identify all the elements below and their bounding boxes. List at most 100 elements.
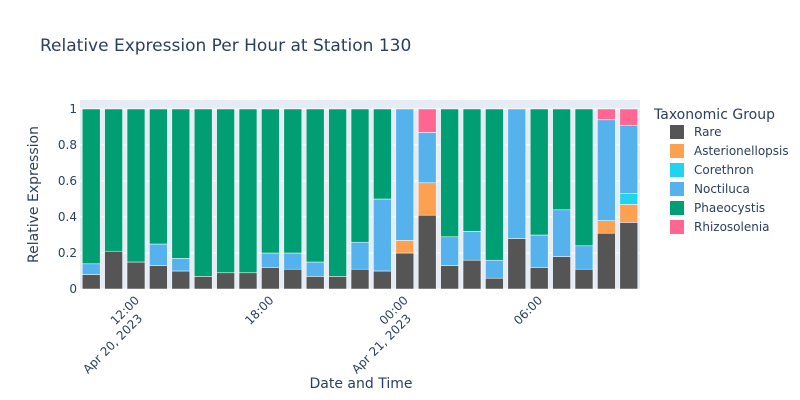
bar-segment[interactable] — [126, 108, 146, 263]
bar-stack[interactable] — [597, 108, 616, 290]
bar-segment[interactable] — [440, 265, 459, 290]
bar-stack[interactable] — [126, 108, 146, 290]
bar-segment[interactable] — [485, 108, 504, 261]
bar-segment[interactable] — [171, 108, 191, 259]
legend-item[interactable]: Noctiluca — [670, 182, 750, 196]
bar-segment[interactable] — [328, 276, 347, 290]
bar-segment[interactable] — [440, 236, 459, 266]
bar-stack[interactable] — [507, 108, 527, 290]
bar-segment[interactable] — [216, 272, 235, 290]
bar-segment[interactable] — [373, 270, 392, 290]
bar-segment[interactable] — [238, 108, 258, 274]
bar-stack[interactable] — [261, 108, 280, 290]
bar-segment[interactable] — [81, 108, 101, 265]
bar-stack[interactable] — [350, 108, 370, 290]
bar-stack[interactable] — [417, 108, 437, 290]
bar-segment[interactable] — [552, 209, 571, 257]
bar-segment[interactable] — [507, 108, 527, 239]
bar-stack[interactable] — [552, 108, 571, 290]
bar-segment[interactable] — [462, 231, 482, 261]
bar-segment[interactable] — [126, 261, 146, 290]
bar-segment[interactable] — [238, 272, 258, 290]
bar-stack[interactable] — [238, 108, 258, 290]
legend-item[interactable]: Phaeocystis — [670, 201, 765, 215]
bar-stack[interactable] — [462, 108, 482, 290]
bar-segment[interactable] — [574, 268, 594, 290]
bar-segment[interactable] — [171, 258, 191, 272]
bar-segment[interactable] — [597, 119, 616, 221]
bar-segment[interactable] — [462, 259, 482, 290]
bar-stack[interactable] — [440, 108, 459, 290]
bar-stack[interactable] — [193, 108, 213, 290]
bar-stack[interactable] — [328, 108, 347, 290]
bar-stack[interactable] — [373, 108, 392, 290]
bar-segment[interactable] — [373, 108, 392, 200]
bar-segment[interactable] — [552, 108, 571, 211]
bar-segment[interactable] — [529, 267, 549, 290]
bar-stack[interactable] — [171, 108, 191, 290]
bar-segment[interactable] — [283, 108, 303, 254]
legend-item[interactable]: Rare — [670, 125, 721, 139]
bar-segment[interactable] — [462, 108, 482, 232]
bar-segment[interactable] — [619, 204, 639, 223]
bar-segment[interactable] — [417, 108, 437, 133]
bar-segment[interactable] — [619, 193, 639, 205]
bar-segment[interactable] — [261, 252, 280, 268]
bar-segment[interactable] — [417, 182, 437, 216]
bar-stack[interactable] — [395, 108, 415, 290]
bar-segment[interactable] — [305, 276, 325, 290]
bar-stack[interactable] — [485, 108, 504, 290]
bar-segment[interactable] — [350, 268, 370, 290]
bar-stack[interactable] — [619, 108, 639, 290]
bar-segment[interactable] — [395, 108, 415, 241]
bar-segment[interactable] — [171, 270, 191, 290]
bar-stack[interactable] — [216, 108, 235, 290]
bar-segment[interactable] — [81, 274, 101, 290]
bar-segment[interactable] — [574, 108, 594, 247]
bar-segment[interactable] — [440, 108, 459, 238]
bar-stack[interactable] — [529, 108, 549, 290]
bar-segment[interactable] — [350, 241, 370, 270]
bar-segment[interactable] — [395, 252, 415, 290]
bar-segment[interactable] — [417, 132, 437, 184]
bar-stack[interactable] — [149, 108, 168, 290]
bar-segment[interactable] — [283, 268, 303, 290]
bar-segment[interactable] — [619, 124, 639, 194]
bar-stack[interactable] — [81, 108, 101, 290]
bars[interactable] — [81, 108, 639, 290]
bar-segment[interactable] — [81, 263, 101, 275]
bar-segment[interactable] — [216, 108, 235, 274]
bar-segment[interactable] — [574, 245, 594, 270]
bar-segment[interactable] — [597, 232, 616, 290]
bar-segment[interactable] — [261, 108, 280, 254]
bar-segment[interactable] — [283, 252, 303, 270]
bar-stack[interactable] — [574, 108, 594, 290]
legend-item[interactable]: Asterionellopsis — [670, 144, 789, 158]
bar-segment[interactable] — [373, 198, 392, 272]
bar-segment[interactable] — [149, 243, 168, 266]
bar-segment[interactable] — [597, 220, 616, 234]
bar-segment[interactable] — [149, 108, 168, 245]
bar-segment[interactable] — [350, 108, 370, 243]
bar-segment[interactable] — [619, 222, 639, 290]
legend-item[interactable]: Rhizosolenia — [670, 220, 770, 234]
bar-segment[interactable] — [552, 256, 571, 290]
bar-segment[interactable] — [485, 259, 504, 279]
bar-segment[interactable] — [395, 240, 415, 254]
bar-segment[interactable] — [104, 108, 123, 252]
bar-stack[interactable] — [305, 108, 325, 290]
bar-segment[interactable] — [417, 214, 437, 290]
bar-segment[interactable] — [305, 261, 325, 277]
bar-segment[interactable] — [193, 108, 213, 277]
bar-stack[interactable] — [104, 108, 123, 290]
legend[interactable]: Taxonomic Group Rare Asterionellopsis Core… — [653, 107, 789, 234]
bar-segment[interactable] — [619, 108, 639, 126]
bar-segment[interactable] — [305, 108, 325, 263]
bar-segment[interactable] — [507, 238, 527, 290]
bar-segment[interactable] — [485, 277, 504, 290]
bar-segment[interactable] — [104, 250, 123, 290]
bar-segment[interactable] — [261, 267, 280, 290]
bar-segment[interactable] — [597, 108, 616, 121]
bar-segment[interactable] — [193, 276, 213, 290]
bar-stack[interactable] — [283, 108, 303, 290]
